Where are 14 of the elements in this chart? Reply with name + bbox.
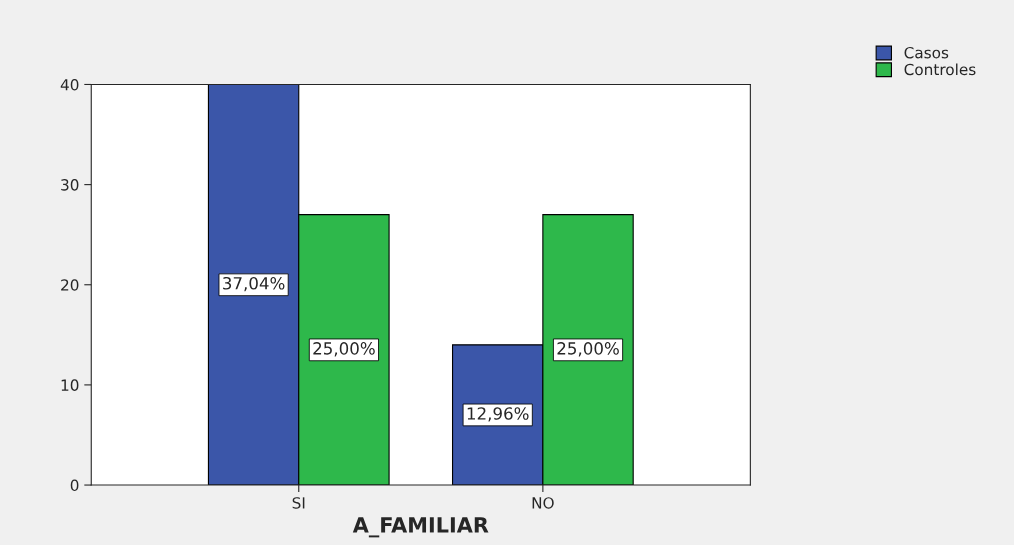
x-tick-label: SI: [292, 497, 305, 509]
x-tick-label: NO: [532, 497, 554, 509]
annotation: 25,00%: [313, 342, 375, 357]
legend-label: Casos: [904, 46, 949, 59]
y-tick-label: 30: [61, 179, 79, 191]
x-axis-title: A_FAMILIAR: [352, 517, 489, 538]
y-tick-label: 10: [61, 379, 79, 391]
y-tick-label: 0: [70, 479, 79, 492]
annotation: 25,00%: [557, 342, 619, 357]
annotation: 12,96%: [467, 407, 529, 422]
annotation: 37,04%: [223, 276, 285, 292]
y-tick-label: 20: [61, 279, 79, 291]
legend-label: Controles: [904, 63, 976, 76]
y-tick-label: 40: [60, 78, 79, 91]
